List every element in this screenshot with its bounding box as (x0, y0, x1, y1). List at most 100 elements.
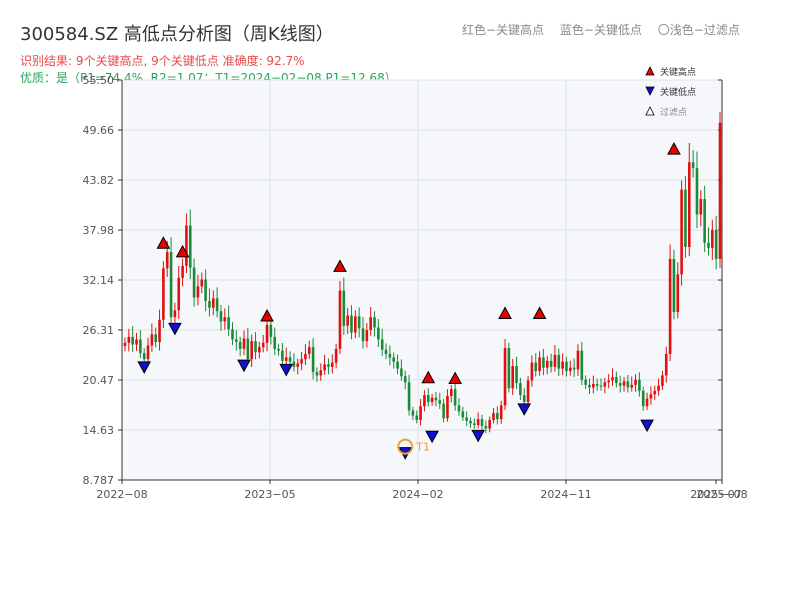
candle-body (127, 336, 131, 343)
candle-body (545, 360, 549, 368)
candle-body (695, 168, 699, 215)
candle-body (657, 385, 660, 391)
candle-body (403, 376, 407, 383)
candle-body (342, 290, 346, 326)
candle-body (615, 377, 618, 384)
candle-body (515, 366, 518, 384)
legend-filtered-label: 过滤点 (660, 106, 687, 118)
candle-body (330, 362, 334, 367)
candle-body (204, 279, 207, 301)
key-low-marker (425, 430, 439, 444)
candle-body (576, 350, 580, 370)
legend-high-label: 关键高点 (660, 66, 696, 78)
key-low-marker (640, 419, 654, 433)
legend-high-icon (645, 66, 655, 76)
key-high-marker (333, 259, 347, 272)
candle-body (473, 423, 476, 426)
key-low-marker (168, 322, 182, 336)
candle-body (476, 419, 480, 426)
candle-body (131, 336, 134, 345)
x-tick-label: 2025−07 (690, 488, 741, 501)
candle-body (430, 397, 434, 402)
candle-body (519, 383, 522, 396)
candle-body (284, 357, 288, 361)
candle-body (488, 419, 491, 429)
candle-body (219, 311, 223, 322)
candle-body (185, 225, 188, 266)
candle-body (400, 368, 403, 377)
y-tick-label: 49.66 (83, 124, 115, 137)
candle-body (553, 354, 557, 367)
y-tick-label: 32.14 (83, 274, 115, 287)
legend-low-label: 关键低点 (660, 86, 696, 98)
candle-body (215, 298, 219, 312)
key-high-marker (532, 306, 547, 319)
legend-filtered-icon (645, 106, 655, 116)
candle-body (684, 189, 687, 247)
candle-body (680, 189, 683, 275)
candle-body (254, 341, 257, 353)
candle-body (238, 342, 242, 349)
y-tick-label: 37.98 (83, 224, 115, 237)
candle-body (707, 242, 710, 248)
candle-body (369, 317, 372, 331)
recognition-result: 识别结果: 9个关键高点, 9个关键低点 准确度: 92.7% (20, 54, 305, 68)
candle-body (380, 339, 384, 350)
candle-body (146, 345, 150, 360)
candle-body (603, 382, 607, 387)
candle-body (135, 339, 138, 345)
candle-body (154, 334, 158, 343)
candle-body (384, 349, 388, 355)
candle-body (691, 162, 695, 169)
candle-body (139, 339, 142, 354)
candle-body (231, 329, 234, 340)
candle-body (227, 317, 230, 330)
candle-body (177, 277, 181, 311)
x-tick-label: 2023−05 (244, 488, 295, 501)
candle-body (668, 258, 672, 355)
candle-body (338, 290, 342, 349)
candle-body (357, 316, 361, 329)
candle-body (507, 348, 511, 389)
key-high-marker (156, 236, 171, 249)
candle-body (377, 327, 380, 340)
candle-body (526, 380, 530, 402)
t1-label: T1 (415, 441, 430, 454)
candle-body (703, 199, 706, 243)
candle-body (469, 420, 472, 424)
legend-filtered-text: 〇浅色−过滤点 (657, 23, 740, 37)
candle-body (453, 389, 457, 406)
candle-body (415, 415, 419, 420)
candle-body (277, 348, 280, 351)
candle-body (538, 357, 541, 372)
candle-body (592, 383, 595, 388)
candle-body (480, 419, 484, 426)
candle-body (208, 300, 211, 308)
candle-body (638, 379, 641, 391)
candle-body (258, 347, 261, 353)
candle-body (530, 362, 534, 381)
candle-body (158, 319, 161, 343)
candle-body (626, 381, 630, 388)
x-tick-label: 2024−11 (540, 488, 591, 501)
candle-body (261, 342, 265, 348)
candle-body (265, 324, 269, 343)
candle-body (618, 383, 622, 386)
candle-body (572, 367, 576, 370)
candle-body (334, 348, 338, 363)
key-high-marker (667, 142, 681, 155)
candle-body (449, 389, 453, 396)
candle-body (653, 390, 657, 395)
y-tick-label: 14.63 (83, 424, 115, 437)
candle-body (223, 317, 227, 322)
candle-body (327, 364, 330, 367)
candle-body (350, 315, 353, 333)
candle-body (242, 338, 246, 349)
candles-group (123, 112, 722, 433)
key-low-marker (279, 363, 294, 377)
candle-body (714, 229, 718, 259)
candle-body (484, 425, 488, 429)
candle-body (461, 411, 465, 418)
candle-body (588, 384, 591, 388)
